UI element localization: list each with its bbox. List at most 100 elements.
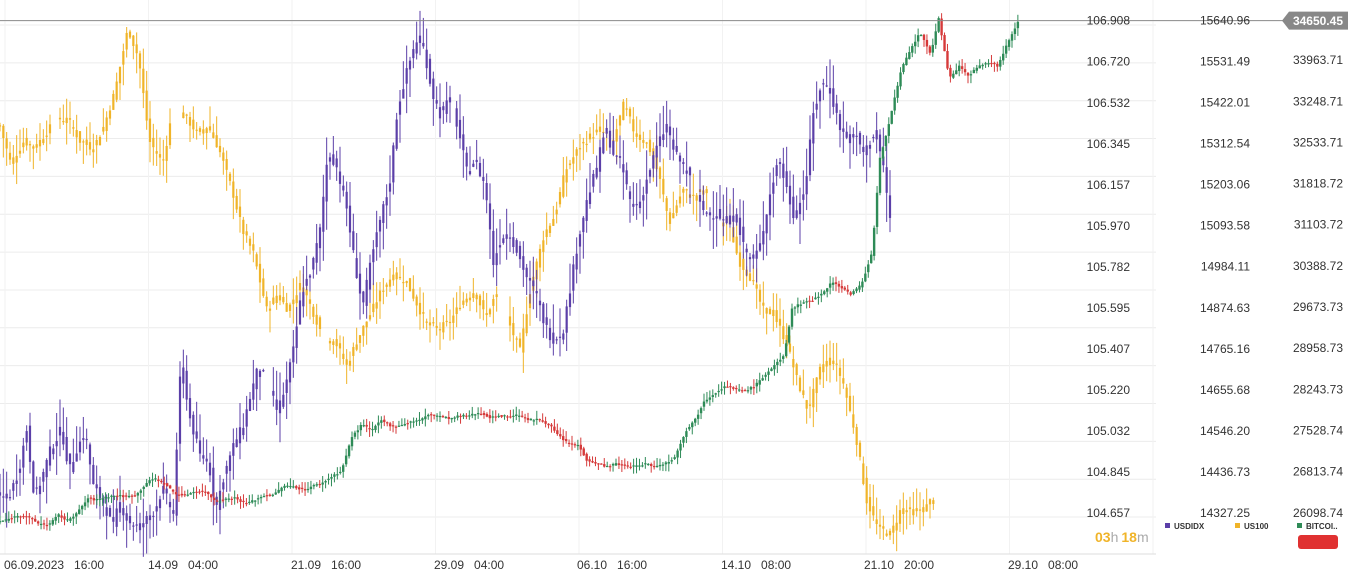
- candle-body: [764, 374, 767, 377]
- candle-body: [726, 386, 729, 388]
- candle-body: [861, 281, 864, 288]
- y-tick-label: 14655.68: [1200, 383, 1250, 397]
- candle-body: [52, 448, 55, 455]
- candle-body: [472, 163, 475, 167]
- candle-body: [95, 484, 98, 489]
- candle-body: [388, 183, 392, 192]
- candle-body: [648, 139, 652, 153]
- y-tick-label: 106.532: [1087, 96, 1131, 110]
- candle-body: [19, 516, 22, 518]
- candle-body: [215, 500, 219, 502]
- candle-body: [92, 464, 95, 485]
- candle-body: [371, 428, 374, 431]
- candle-body: [456, 415, 459, 418]
- candle-body: [172, 510, 175, 514]
- candle-body: [228, 173, 232, 181]
- candle-body: [7, 518, 10, 521]
- candle-body: [236, 497, 239, 500]
- candle-body: [905, 57, 908, 66]
- candle-body: [428, 322, 432, 326]
- candle-body: [22, 142, 25, 148]
- candle-body: [42, 523, 46, 525]
- candle-body: [694, 418, 697, 423]
- candle-body: [365, 279, 368, 306]
- candle-body: [620, 464, 624, 466]
- candle-body: [15, 480, 18, 484]
- candle-body: [62, 120, 65, 123]
- candle-body: [915, 508, 918, 512]
- candle-body: [650, 464, 653, 467]
- candle-body: [62, 431, 65, 445]
- candle-body: [174, 492, 178, 495]
- legend-label: US100: [1244, 522, 1269, 531]
- candle-body: [306, 488, 310, 491]
- candle-body: [165, 145, 168, 161]
- candle-body: [572, 157, 575, 164]
- candle-body: [946, 51, 949, 69]
- y-tick-label: 104.845: [1087, 465, 1131, 479]
- candle-body: [993, 62, 996, 65]
- candle-body: [548, 225, 552, 233]
- candle-body: [592, 173, 595, 187]
- candle-body: [644, 463, 647, 465]
- candle-body: [462, 414, 465, 417]
- candle-body: [392, 145, 395, 183]
- candle-body: [375, 302, 378, 309]
- candle-body: [362, 425, 365, 427]
- candle-body: [400, 424, 404, 427]
- candle-body: [740, 390, 744, 392]
- candle-body: [603, 464, 606, 467]
- candle-body: [872, 506, 875, 516]
- candle-body: [115, 508, 118, 527]
- candle-body: [762, 302, 765, 306]
- candle-body: [208, 462, 212, 476]
- candle-body: [128, 31, 132, 38]
- candle-body: [5, 493, 8, 499]
- candle-body: [662, 134, 665, 141]
- candle-body: [82, 141, 85, 143]
- candle-body: [826, 288, 829, 292]
- candle-body: [238, 427, 242, 444]
- candle-body: [523, 417, 527, 419]
- candle-body: [289, 485, 292, 488]
- candle-body: [105, 507, 108, 516]
- candle-body: [573, 444, 577, 446]
- candle-body: [788, 343, 792, 352]
- candle-body: [529, 418, 533, 421]
- candle-body: [635, 203, 638, 206]
- candle-body: [107, 497, 110, 499]
- candle-body: [318, 483, 321, 486]
- candle-body: [532, 420, 536, 422]
- candle-body: [732, 215, 735, 222]
- candle-body: [28, 425, 32, 462]
- candle-body: [588, 459, 591, 462]
- candle-body: [772, 182, 775, 194]
- candle-body: [928, 46, 932, 53]
- candle-body: [430, 414, 433, 416]
- candle-body: [118, 66, 122, 84]
- candle-body: [16, 515, 19, 518]
- candle-body: [25, 516, 28, 518]
- candle-body: [330, 477, 333, 479]
- candle-body: [738, 389, 741, 391]
- candle-body: [966, 72, 970, 76]
- candle-body: [69, 518, 72, 521]
- y-tick-label: 14984.11: [1201, 260, 1250, 274]
- candle-body: [256, 498, 260, 500]
- candle-body: [685, 431, 688, 437]
- candle-body: [925, 504, 928, 512]
- candle-body: [168, 501, 172, 508]
- candle-body: [588, 133, 592, 140]
- candle-body: [682, 188, 685, 193]
- candle-body: [912, 509, 915, 516]
- candle-body: [919, 34, 923, 37]
- candle-body: [887, 124, 890, 136]
- candle-body: [338, 343, 342, 349]
- candle-body: [60, 515, 63, 518]
- candle-body: [347, 445, 351, 457]
- candle-body: [312, 306, 315, 317]
- candle-body: [58, 426, 62, 436]
- candle-body: [212, 467, 215, 496]
- candle-body: [715, 216, 718, 219]
